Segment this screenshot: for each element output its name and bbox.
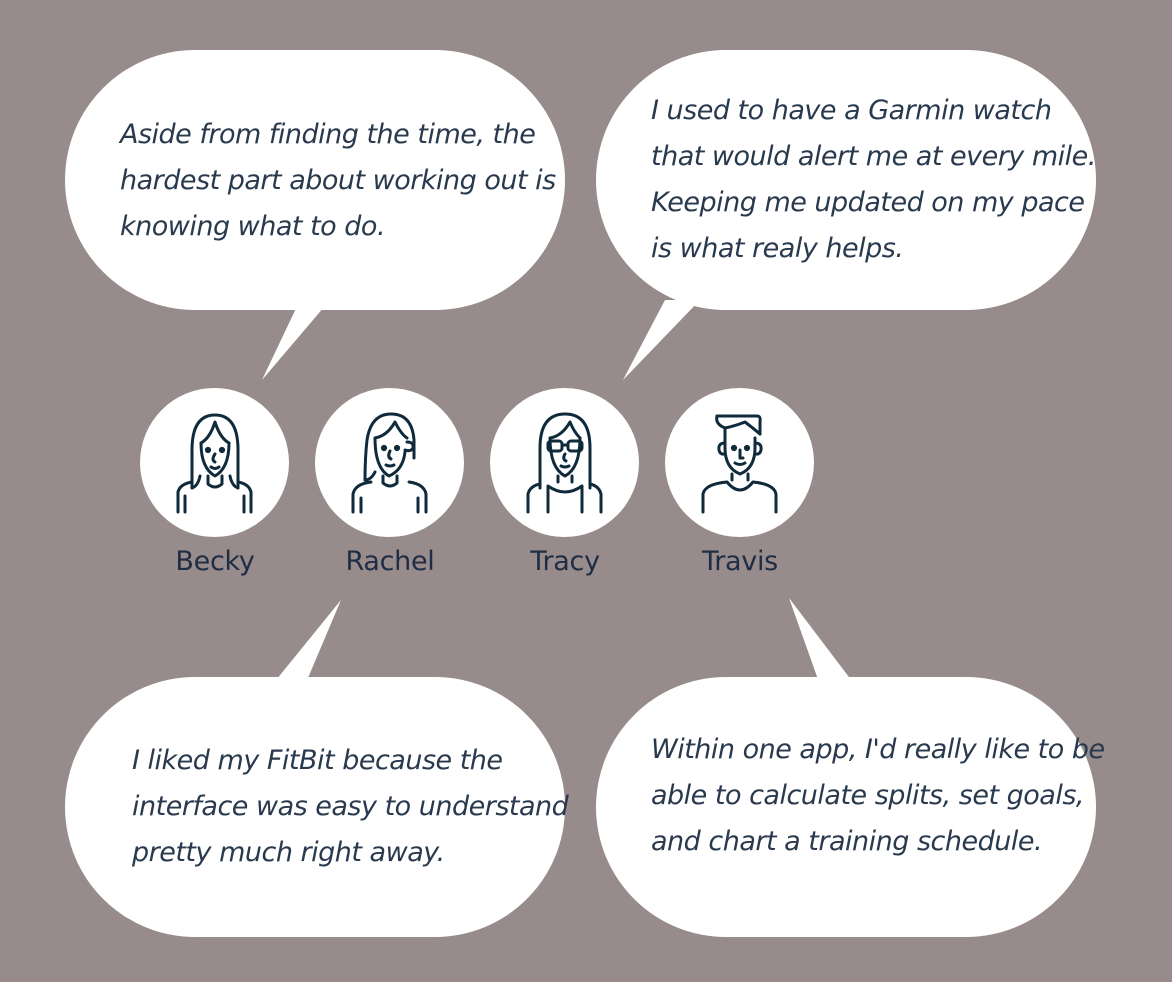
man-icon bbox=[701, 414, 778, 514]
tail-top-left bbox=[262, 300, 330, 380]
quote-line: Keeping me updated on my pace bbox=[651, 187, 1085, 218]
persona-name: Becky bbox=[175, 546, 255, 577]
quote-line: interface was easy to understand bbox=[132, 791, 569, 822]
avatar bbox=[490, 388, 639, 537]
quote-rachel: I liked my FitBit because the interface … bbox=[132, 738, 569, 876]
speech-bubble-bottom-right: Within one app, I'd really like to be ab… bbox=[596, 677, 1105, 937]
avatar bbox=[315, 388, 464, 537]
avatar bbox=[140, 388, 289, 537]
persona-rachel: Rachel bbox=[315, 388, 465, 577]
quote-line: pretty much right away. bbox=[132, 837, 445, 868]
tail-bottom-left bbox=[272, 600, 341, 685]
quote-line: is what realy helps. bbox=[651, 233, 904, 264]
woman-short-hair-icon bbox=[351, 412, 428, 514]
persona-name: Travis bbox=[702, 546, 778, 577]
quote-travis: Within one app, I'd really like to be ab… bbox=[651, 727, 1105, 865]
persona-name: Tracy bbox=[530, 546, 600, 577]
woman-glasses-icon bbox=[526, 412, 603, 514]
speech-bubble-top-right: I used to have a Garmin watch that would… bbox=[596, 50, 1096, 310]
quote-line: I used to have a Garmin watch bbox=[651, 95, 1052, 126]
persona-travis: Travis bbox=[665, 388, 815, 577]
speech-bubble-top-left: Aside from finding the time, the hardest… bbox=[65, 50, 565, 310]
woman-long-hair-icon bbox=[176, 413, 253, 514]
speech-bubble-bottom-left: I liked my FitBit because the interface … bbox=[65, 677, 569, 937]
quote-line: knowing what to do. bbox=[120, 211, 386, 242]
persona-tracy: Tracy bbox=[490, 388, 640, 577]
quote-line: and chart a training schedule. bbox=[651, 826, 1043, 857]
quote-line: that would alert me at every mile. bbox=[651, 141, 1096, 172]
quote-line: Within one app, I'd really like to be bbox=[651, 734, 1105, 765]
persona-becky: Becky bbox=[140, 388, 290, 577]
quote-line: I liked my FitBit because the bbox=[132, 745, 503, 776]
tail-top-right bbox=[623, 300, 700, 380]
quote-line: able to calculate splits, set goals, bbox=[651, 780, 1084, 811]
quote-tracy: I used to have a Garmin watch that would… bbox=[651, 88, 1096, 272]
quote-line: Aside from finding the time, the bbox=[120, 119, 536, 150]
quote-line: hardest part about working out is bbox=[120, 165, 556, 196]
quote-becky: Aside from finding the time, the hardest… bbox=[120, 112, 556, 250]
tail-bottom-right bbox=[789, 598, 855, 685]
persona-name: Rachel bbox=[345, 546, 435, 577]
avatar bbox=[665, 388, 814, 537]
